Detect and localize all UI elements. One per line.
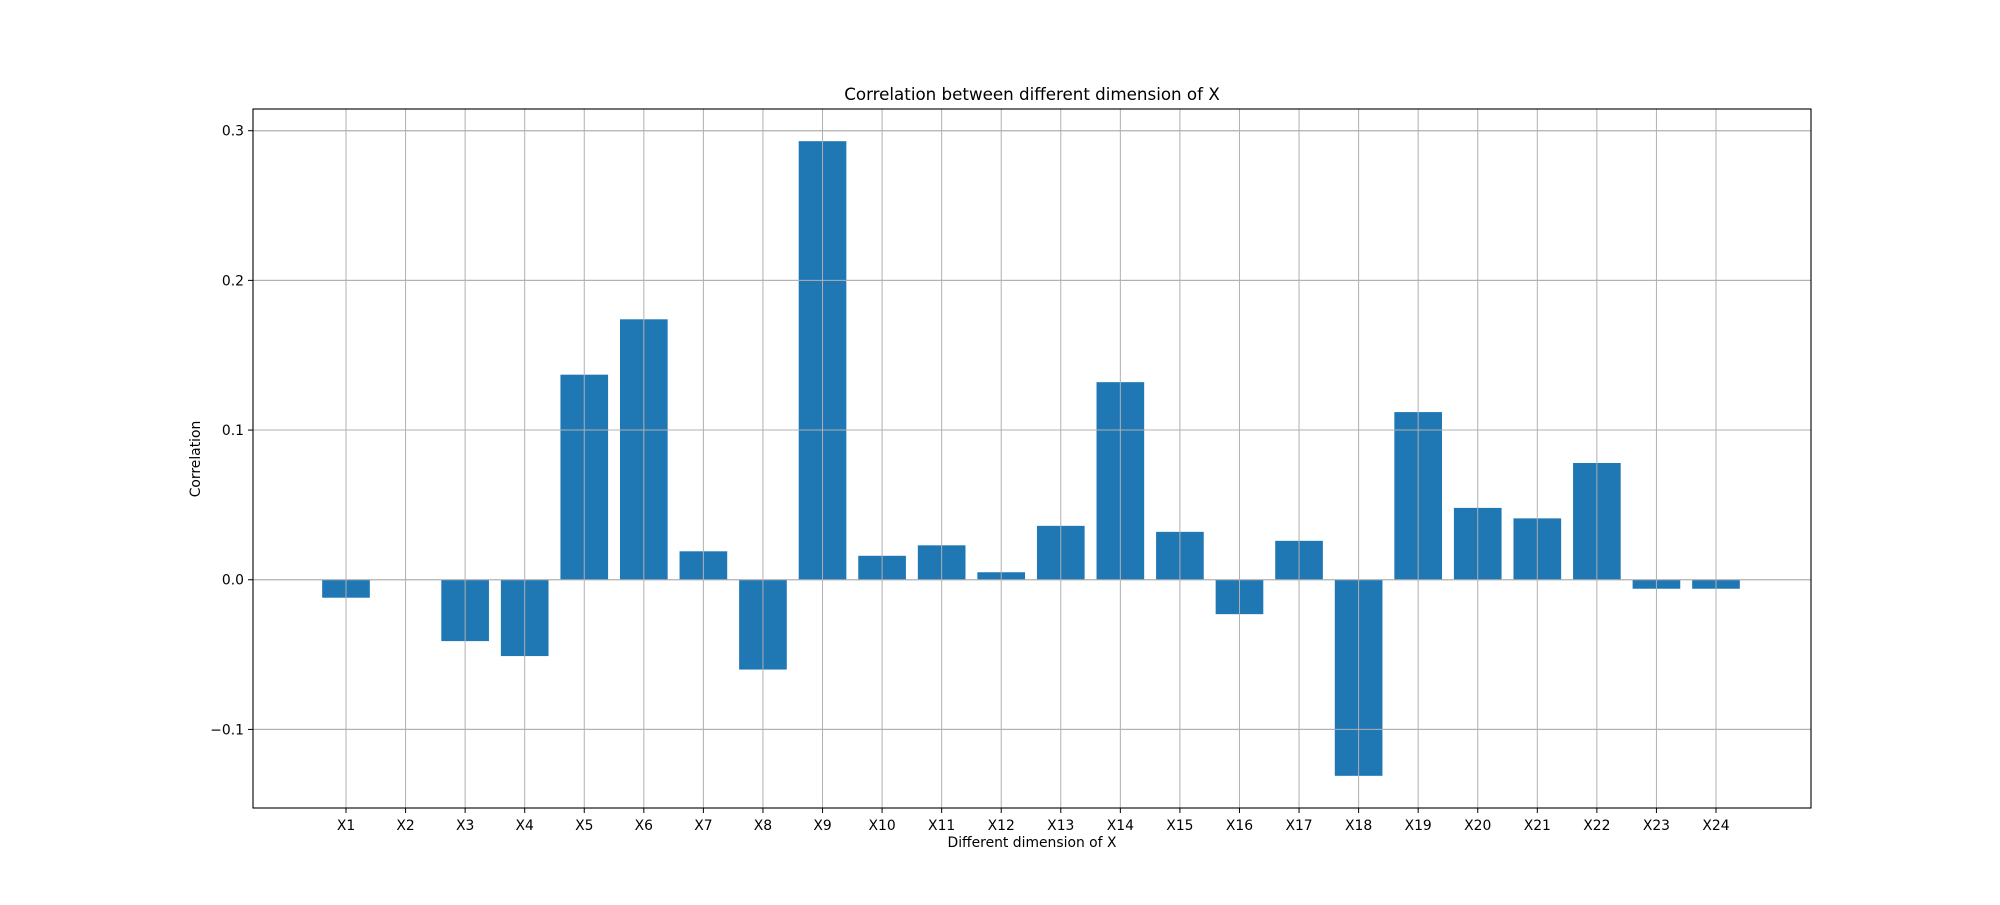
x-tick-label: X20 [1464, 818, 1491, 834]
x-axis-label: Different dimension of X [948, 835, 1117, 851]
x-tick-label: X2 [396, 818, 414, 834]
x-tick-label: X16 [1226, 818, 1253, 834]
x-tick-label: X5 [575, 818, 593, 834]
x-tick-label: X21 [1524, 818, 1551, 834]
x-tick-label: X15 [1166, 818, 1193, 834]
x-tick-label: X11 [928, 818, 955, 834]
x-tick-label: X19 [1405, 818, 1432, 834]
x-tick-label: X23 [1643, 818, 1670, 834]
x-tick-label: X10 [868, 818, 895, 834]
y-axis: −0.1 0.0 0.1 0.2 0.3 [210, 124, 253, 738]
x-tick-label: X4 [516, 818, 535, 834]
x-tick-label: X17 [1285, 818, 1312, 834]
y-axis-label: Correlation [188, 421, 204, 498]
y-tick-label: 0.3 [222, 124, 244, 140]
x-tick-label: X8 [754, 818, 772, 834]
plot-area [253, 109, 1811, 808]
x-tick-label: X12 [988, 818, 1015, 834]
x-tick-label: X1 [337, 818, 355, 834]
y-tick-label: 0.1 [222, 423, 244, 439]
x-tick-label: X22 [1583, 818, 1610, 834]
x-tick-label: X9 [813, 818, 831, 834]
x-tick-label: X18 [1345, 818, 1372, 834]
x-tick-label: X7 [694, 818, 712, 834]
y-tick-label: 0.2 [222, 273, 244, 289]
x-tick-label: X14 [1107, 818, 1134, 834]
plot-frame [252, 108, 1812, 809]
x-tick-label: X3 [456, 818, 474, 834]
x-axis: X1 X2 X3 X4 X5 X6 X7 X8 X9 X10 X11 X12 X13 X14 X15 X16 X… [337, 808, 1730, 834]
chart-title: Correlation between different dimension … [844, 84, 1220, 104]
y-tick-label: 0.0 [222, 573, 244, 589]
grid-overlay [253, 109, 1811, 808]
y-tick-label: −0.1 [210, 722, 244, 738]
x-tick-label: X13 [1047, 818, 1074, 834]
x-tick-label: X6 [635, 818, 653, 834]
x-tick-label: X24 [1702, 818, 1729, 834]
